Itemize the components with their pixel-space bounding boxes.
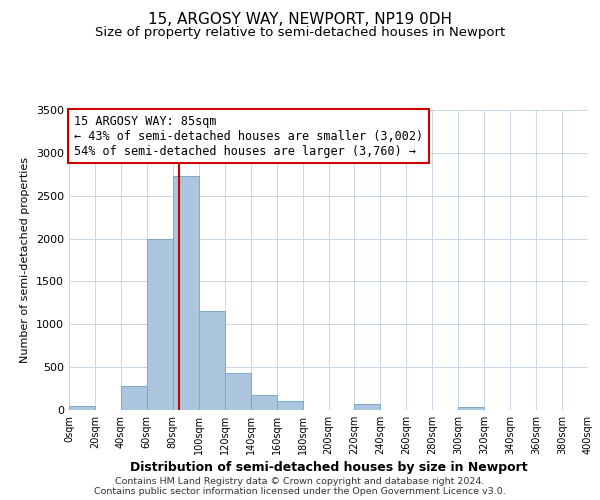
Text: Contains public sector information licensed under the Open Government Licence v3: Contains public sector information licen… bbox=[94, 487, 506, 496]
Bar bbox=[69, 406, 95, 410]
Bar bbox=[225, 373, 251, 410]
Bar bbox=[173, 176, 199, 410]
X-axis label: Distribution of semi-detached houses by size in Newport: Distribution of semi-detached houses by … bbox=[130, 461, 527, 474]
Bar bbox=[121, 386, 147, 410]
Text: Contains HM Land Registry data © Crown copyright and database right 2024.: Contains HM Land Registry data © Crown c… bbox=[115, 477, 485, 486]
Text: 15, ARGOSY WAY, NEWPORT, NP19 0DH: 15, ARGOSY WAY, NEWPORT, NP19 0DH bbox=[148, 12, 452, 28]
Text: 15 ARGOSY WAY: 85sqm
← 43% of semi-detached houses are smaller (3,002)
54% of se: 15 ARGOSY WAY: 85sqm ← 43% of semi-detac… bbox=[74, 114, 424, 158]
Bar bbox=[458, 407, 484, 410]
Bar bbox=[277, 400, 302, 410]
Text: Size of property relative to semi-detached houses in Newport: Size of property relative to semi-detach… bbox=[95, 26, 505, 39]
Bar bbox=[355, 404, 380, 410]
Bar bbox=[199, 312, 224, 410]
Bar bbox=[147, 238, 173, 410]
Bar bbox=[251, 395, 277, 410]
Y-axis label: Number of semi-detached properties: Number of semi-detached properties bbox=[20, 157, 31, 363]
